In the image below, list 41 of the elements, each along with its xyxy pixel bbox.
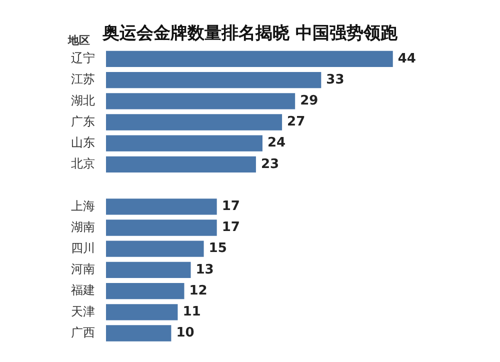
- data-label: 15: [208, 241, 227, 256]
- bar: [106, 114, 282, 130]
- y-tick-label: 广东: [71, 114, 95, 128]
- bar: [106, 262, 191, 278]
- y-tick-label: 福建: [71, 283, 95, 298]
- chart-title: 奥运会金牌数量排名揭晓 中国强势领跑: [102, 24, 398, 44]
- data-label: 24: [267, 136, 286, 151]
- data-label: 23: [260, 156, 280, 172]
- bar: [106, 156, 256, 173]
- y-tick-label: 广西: [71, 325, 95, 340]
- bar: [106, 282, 184, 300]
- bar: [106, 304, 178, 320]
- data-label: 11: [182, 304, 201, 320]
- bar: [106, 50, 393, 68]
- data-label: 13: [196, 262, 214, 278]
- data-label: 12: [189, 283, 208, 298]
- data-label: 33: [326, 72, 344, 88]
- y-tick-label: 辽宁: [71, 51, 95, 66]
- y-tick-label: 上海: [71, 198, 95, 213]
- bar: [106, 220, 217, 236]
- y-tick-label: 河南: [71, 262, 95, 276]
- y-tick-label: 北京: [71, 156, 95, 171]
- data-label: 10: [176, 326, 194, 341]
- bar: [106, 135, 262, 152]
- y-tick-label: 山东: [71, 135, 95, 150]
- y-axis-title: 地区: [67, 34, 90, 47]
- y-tick-label: 湖北: [71, 93, 95, 108]
- y-tick-label: 江苏: [71, 72, 95, 86]
- y-tick-label: 天津: [71, 304, 95, 318]
- data-label: 29: [300, 94, 318, 109]
- bar: [106, 240, 204, 257]
- y-tick-label: 湖南: [71, 220, 95, 234]
- data-label: 27: [287, 114, 306, 130]
- bar: [106, 198, 217, 215]
- data-label: 44: [398, 51, 416, 66]
- data-label: 17: [222, 220, 240, 236]
- bar: [106, 93, 296, 110]
- data-label: 17: [222, 199, 240, 214]
- y-tick-label: 四川: [71, 240, 95, 255]
- bar: [106, 72, 322, 88]
- bar: [106, 325, 172, 342]
